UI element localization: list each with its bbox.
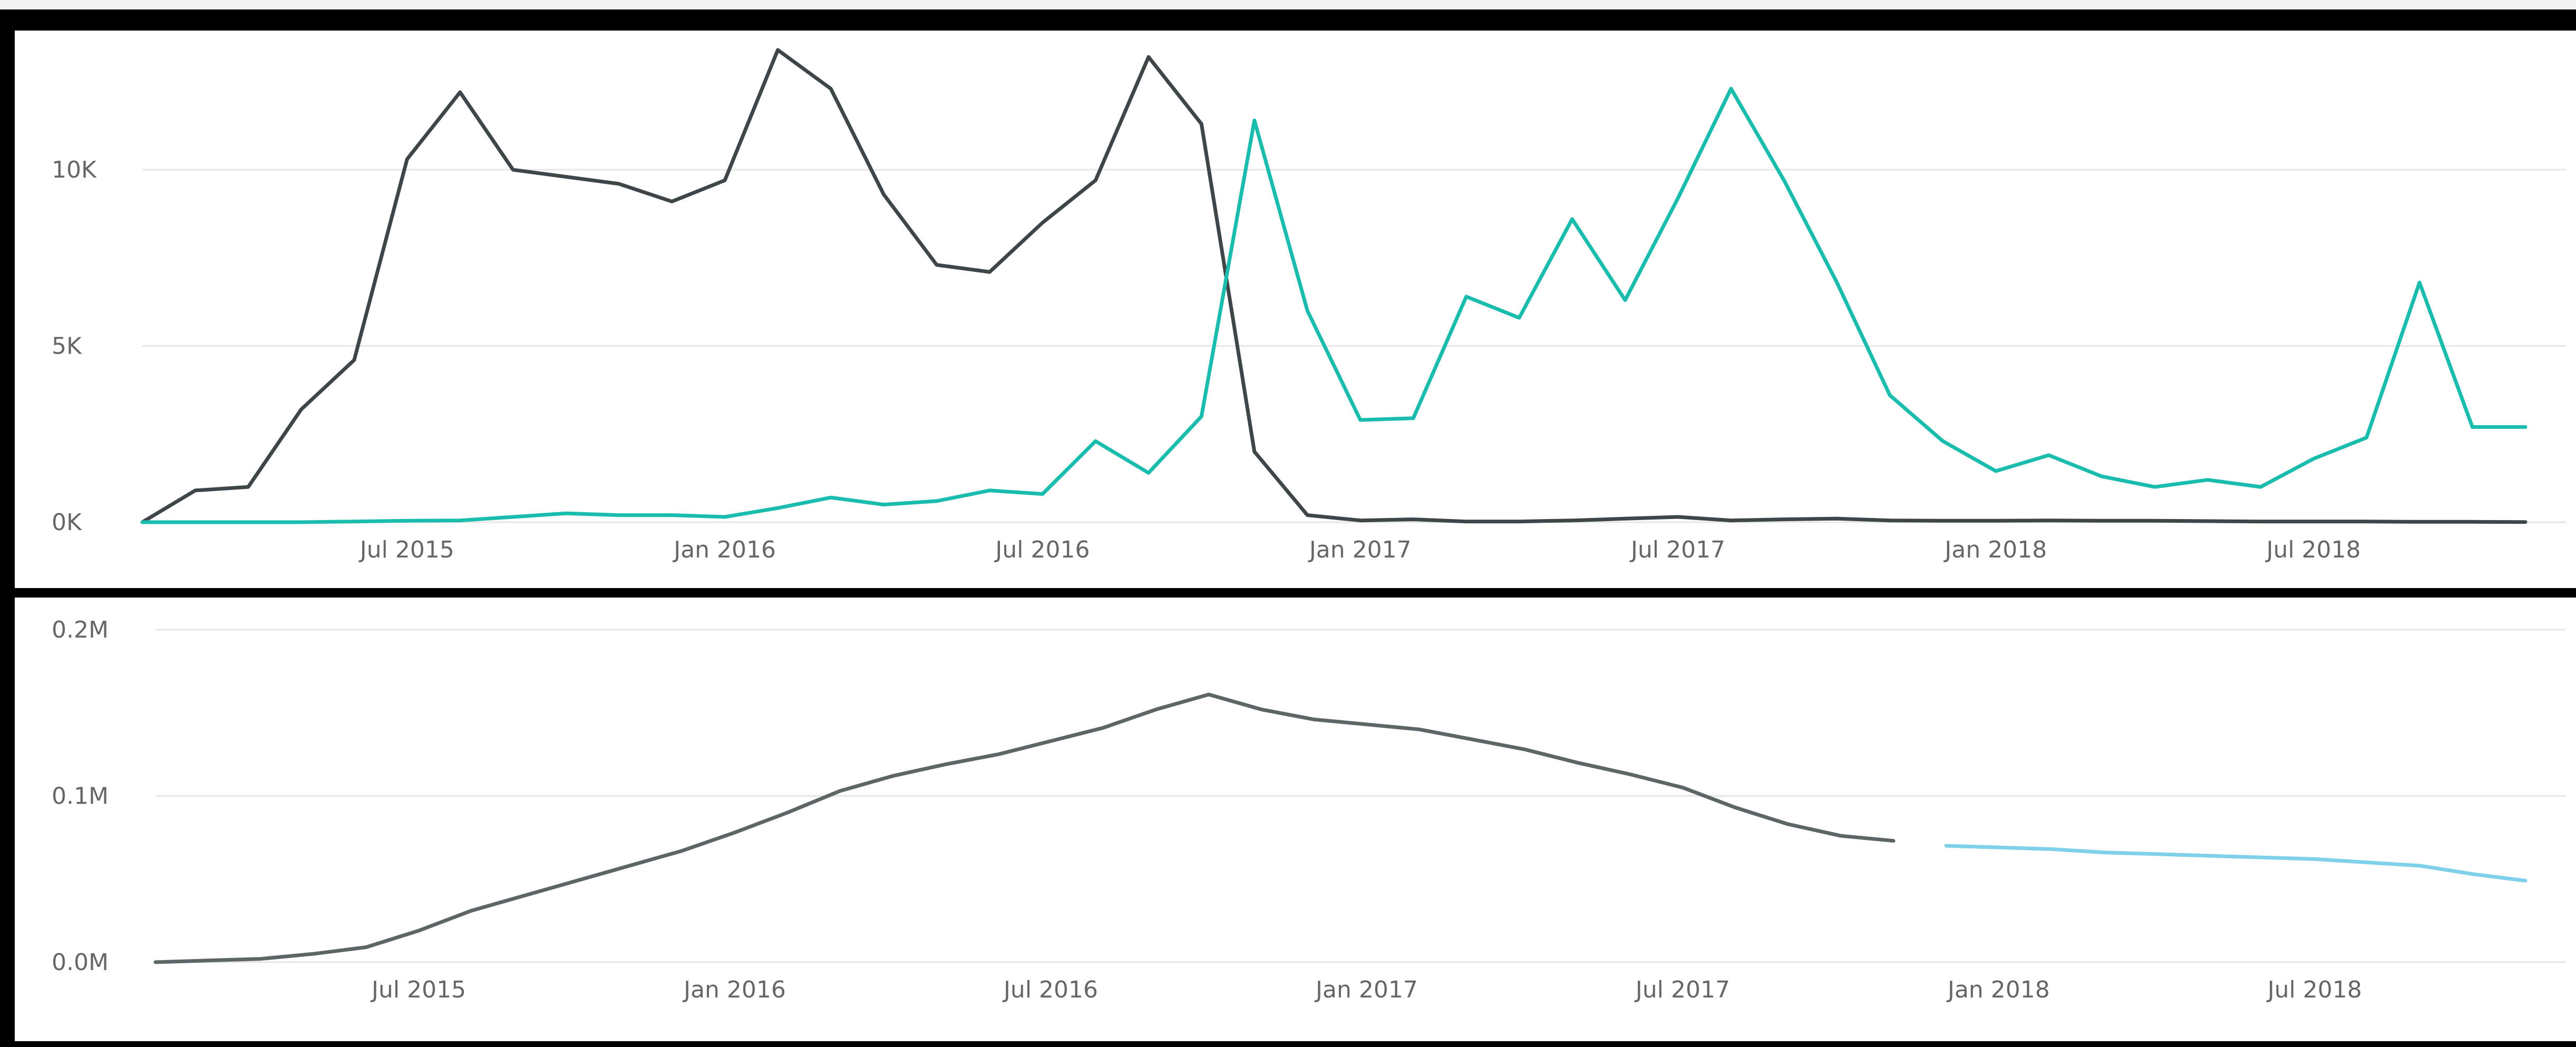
x-tick-label: Jul 2017 — [1634, 976, 1730, 1003]
x-tick-label: Jan 2018 — [1946, 976, 2050, 1003]
x-tick-label: Jan 2017 — [1314, 976, 1418, 1003]
y-tick-label: 0.2M — [52, 617, 109, 643]
top-edge-strip — [0, 0, 2576, 9]
series-line-1 — [140, 48, 2528, 524]
y-tick-label: 0.0M — [52, 949, 109, 976]
line-chart-cumulative: 0.0M 0.1M 0.2M Jul 2015 Jan 2016 Jul 2016 Jan … — [52, 617, 2566, 1003]
line-chart-panel-bottom[interactable]: 0.0M 0.1M 0.2M Jul 2015 Jan 2016 Jul 2016 Jan … — [15, 598, 2576, 1041]
x-tick-label: Jul 2016 — [994, 536, 1090, 563]
y-tick-label: 10K — [52, 156, 97, 183]
x-tick-label: Jul 2017 — [1629, 536, 1725, 563]
series-line-2 — [140, 86, 2528, 524]
x-tick-label: Jul 2015 — [358, 536, 454, 563]
x-tick-label: Jul 2018 — [2266, 976, 2362, 1003]
y-tick-label: 0.1M — [52, 783, 109, 810]
series-line-1 — [153, 692, 1895, 964]
x-tick-label: Jan 2016 — [672, 536, 776, 563]
y-tick-label: 5K — [52, 333, 82, 360]
x-tick-label: Jan 2017 — [1308, 536, 1412, 563]
series-line-2 — [1944, 844, 2528, 883]
y-tick-label: 0K — [52, 509, 82, 536]
line-chart-monthly: 0K 5K 10K Jul 2015 Jan 2016 Jul 2016 Jan 2017 J… — [52, 48, 2566, 563]
x-tick-label: Jan 2016 — [682, 976, 786, 1003]
x-tick-label: Jan 2018 — [1943, 536, 2047, 563]
x-tick-label: Jul 2015 — [370, 976, 466, 1003]
x-tick-label: Jul 2018 — [2265, 536, 2361, 563]
line-chart-panel-top[interactable]: 0K 5K 10K Jul 2015 Jan 2016 Jul 2016 Jan 2017 J… — [15, 31, 2576, 588]
x-tick-label: Jul 2016 — [1002, 976, 1098, 1003]
